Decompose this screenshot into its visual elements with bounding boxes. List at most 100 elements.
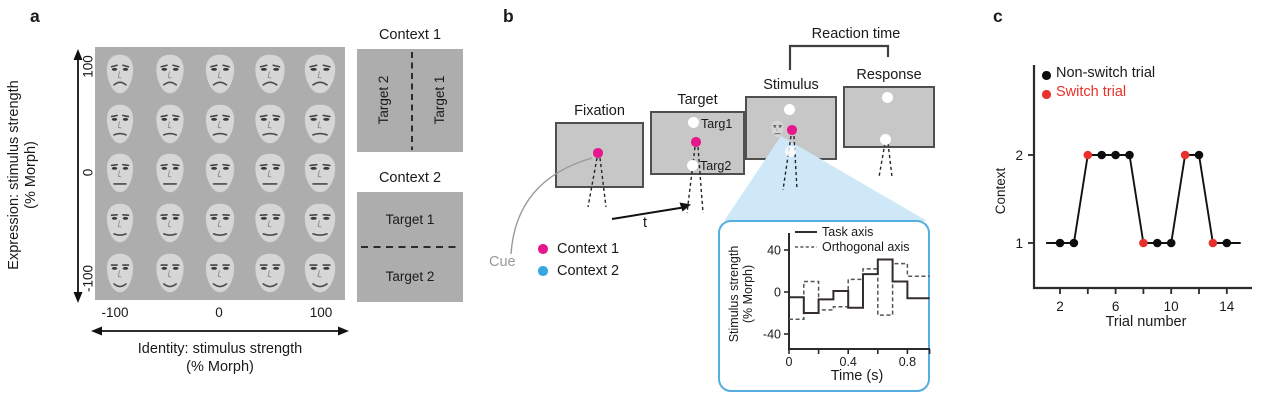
face-morph [155,253,185,293]
face-morph [106,153,134,194]
face-morph [205,153,235,194]
context-tick-label: 1 [1015,236,1023,251]
inset-ytick-label: -40 [763,327,781,341]
stimulus-face-image [770,120,785,138]
identity-axis-title-line2: (% Morph) [186,359,254,375]
context-switch-chart: 2 6 10 14 2 1 [1015,65,1252,314]
cue-legend-context2-label: Context 2 [557,263,620,279]
identity-axis-title-line1: Identity: stimulus strength [137,341,303,357]
trial-tick-label: 10 [1164,299,1179,314]
face-morph [254,54,286,94]
legend-nonswitch-label: Non-switch trial [1056,65,1156,81]
face-morph [304,103,336,144]
face-morph [205,253,235,293]
non-switch-trial-point [1055,238,1065,248]
target-cue-dot [691,137,701,147]
task-axis-line-sample [795,231,817,233]
cue-legend-context1-dot [538,244,548,254]
inset-ylabel-line2: (% Morph) [741,264,755,324]
face-morph [106,253,134,293]
inset-xtick-label: 0.8 [899,355,916,369]
context-chart-axes [1032,65,1252,290]
task-axis-series [789,258,930,314]
context2-box [357,192,463,302]
context-tick-label: 2 [1015,148,1023,163]
identity-tick-100: 100 [309,305,333,320]
cue-legend-context2-dot [538,266,548,276]
expression-tick-neg100: -100 [80,264,96,293]
legend-nonswitch-dot [1042,71,1051,80]
context2-title: Context 2 [378,170,442,186]
switch-trial-point [1208,238,1218,248]
trial-tick-label: 14 [1219,299,1235,314]
inset-ytick-label: 40 [767,243,781,257]
trial-tick-label: 2 [1056,299,1064,314]
face-morph [304,253,336,293]
face-morph [254,253,286,293]
panel-b-label: b [503,6,514,26]
context1-target2-label: Target 2 [376,75,391,125]
face-morph [304,54,336,94]
reaction-time-label: Reaction time [811,26,901,42]
non-switch-trial-point [1166,238,1176,248]
targ1-label: Targ1 [701,117,733,131]
identity-axis-arrow [91,326,349,336]
face-morph [254,203,286,244]
face-morph [106,54,134,94]
expression-tick-0: 0 [80,168,96,177]
non-switch-trial-point [1097,150,1106,160]
context1-title: Context 1 [378,27,442,43]
target1-dot [688,117,699,128]
time-arrow-label: t [643,215,648,231]
orthogonal-axis-label: Orthogonal axis [822,240,910,254]
face-morph [205,203,235,244]
non-switch-trial-point [1222,238,1232,248]
trial-number-axis-label: Trial number [1105,314,1187,330]
expression-axis-title-line1: Expression: stimulus strength [6,80,22,270]
orthogonal-axis-series [789,262,930,321]
screen-label-response: Response [856,67,922,83]
cue-label: Cue [489,254,516,270]
face-morph [106,103,134,144]
inset-chart: 40 0 -40 0 0.4 0.8 [763,233,931,369]
identity-tick-neg100: -100 [101,305,129,320]
face-morph [254,153,286,194]
fixation-cue-dot [593,148,603,158]
trial-tick-label: 6 [1112,299,1120,314]
context1-target1-label: Target 1 [432,75,447,125]
non-switch-trial-point [1125,150,1134,160]
task-axis-label: Task axis [822,225,874,239]
non-switch-trial-point [1069,238,1079,248]
expression-axis-title-line2: (% Morph) [23,141,39,209]
inset-legend-orthogonal: Orthogonal axis [794,240,910,254]
response-chosen-dot [880,134,891,145]
face-morph [304,203,336,244]
screen-label-fixation: Fixation [574,103,625,119]
identity-tick-0: 0 [215,305,223,320]
face-morph [155,203,185,244]
stimulus-top-dot [784,104,795,115]
inset-xtick-label: 0.4 [840,355,857,369]
expression-axis-title: Expression: stimulus strength (% Morph) [6,40,44,310]
face-morph [155,54,185,94]
time-arrow [611,202,691,220]
inset-xlabel: Time (s) [830,368,884,384]
face-morph [205,54,235,94]
target2-dot [687,160,698,171]
cue-legend-context1-label: Context 1 [557,241,620,257]
targ2-label: Targ2 [700,159,732,173]
screen-label-target: Target [677,92,718,108]
panel-a-label: a [30,6,40,26]
response-top-dot [882,92,893,103]
non-switch-trial-point [1194,150,1204,160]
face-morph [155,103,185,144]
face-morph [304,153,336,194]
stimulus-cue-dot [787,125,797,135]
inset-ytick-label: 0 [774,285,781,299]
switch-trial-point [1139,238,1148,248]
face-morph [106,203,134,244]
screen-label-stimulus: Stimulus [763,77,819,93]
response-gaze-lines [878,142,893,178]
stimulus-lower-dot [785,146,796,157]
